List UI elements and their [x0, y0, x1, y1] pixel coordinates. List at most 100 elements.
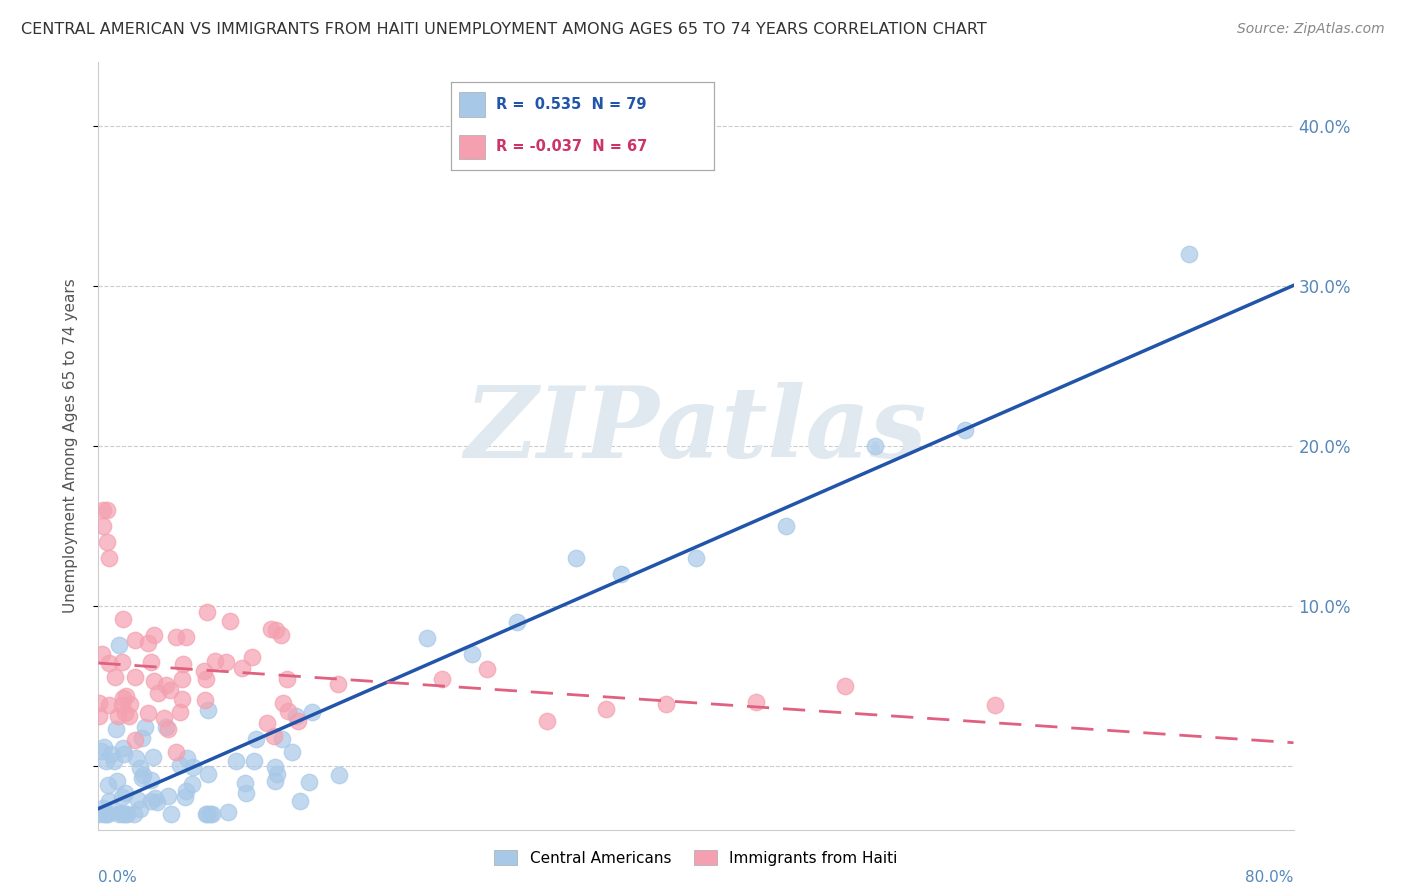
Point — [96, 755, 118, 769]
Point — [301, 705, 323, 719]
Point — [256, 715, 278, 730]
Point — [107, 708, 129, 723]
Point — [165, 745, 187, 759]
Point — [142, 749, 165, 764]
Point — [231, 660, 253, 674]
Point — [93, 806, 115, 821]
Point — [181, 777, 204, 791]
Point — [142, 674, 165, 689]
Point — [114, 786, 136, 800]
Point — [156, 789, 179, 804]
Point — [215, 655, 238, 669]
Point — [260, 622, 283, 636]
Point — [194, 692, 217, 706]
Point — [195, 806, 218, 821]
Point — [176, 751, 198, 765]
Point — [416, 631, 439, 645]
Point — [134, 721, 156, 735]
Point — [328, 768, 350, 782]
Point — [290, 794, 312, 808]
Point — [118, 708, 141, 723]
Point — [110, 805, 132, 820]
Point — [90, 744, 112, 758]
Point — [96, 534, 118, 549]
Point — [97, 806, 120, 821]
Point — [193, 664, 215, 678]
Point — [115, 689, 138, 703]
Point — [112, 611, 135, 625]
Point — [263, 760, 285, 774]
Point — [131, 731, 153, 745]
Legend: Central Americans, Immigrants from Haiti: Central Americans, Immigrants from Haiti — [488, 844, 904, 871]
Point — [115, 806, 138, 821]
Point — [197, 703, 219, 717]
Point — [953, 423, 976, 437]
Point — [194, 806, 217, 821]
Point — [326, 677, 349, 691]
Text: 80.0%: 80.0% — [1246, 870, 1294, 885]
Point — [146, 686, 169, 700]
Point — [87, 696, 110, 710]
Point — [103, 754, 125, 768]
Point — [111, 698, 134, 712]
Point — [97, 778, 120, 792]
Point — [170, 673, 193, 687]
Point — [146, 795, 169, 809]
Point — [235, 786, 257, 800]
Point — [136, 636, 159, 650]
Point — [276, 672, 298, 686]
Point — [111, 655, 134, 669]
Point — [169, 705, 191, 719]
Point — [1178, 247, 1201, 261]
Point — [217, 805, 239, 819]
Point — [655, 698, 678, 712]
Text: Source: ZipAtlas.com: Source: ZipAtlas.com — [1237, 22, 1385, 37]
Point — [281, 745, 304, 759]
Point — [219, 615, 242, 629]
Point — [157, 722, 180, 736]
Point — [155, 720, 177, 734]
Point — [287, 714, 309, 728]
Point — [506, 615, 529, 629]
Point — [120, 697, 142, 711]
Point — [142, 627, 165, 641]
Text: CENTRAL AMERICAN VS IMMIGRANTS FROM HAITI UNEMPLOYMENT AMONG AGES 65 TO 74 YEARS: CENTRAL AMERICAN VS IMMIGRANTS FROM HAIT… — [21, 22, 987, 37]
Point — [172, 692, 194, 706]
Point — [105, 774, 128, 789]
Point — [124, 733, 146, 747]
Point — [204, 654, 226, 668]
Point — [173, 789, 195, 804]
Point — [107, 806, 129, 821]
Point — [165, 631, 187, 645]
Point — [174, 630, 197, 644]
Point — [112, 691, 135, 706]
Point — [98, 794, 121, 808]
Point — [111, 740, 134, 755]
Point — [745, 695, 768, 709]
Point — [90, 647, 112, 661]
Point — [128, 802, 150, 816]
Point — [775, 519, 797, 533]
Point — [225, 754, 247, 768]
Point — [155, 678, 177, 692]
Point — [107, 638, 129, 652]
Point — [195, 605, 218, 619]
Point — [124, 670, 146, 684]
Point — [114, 806, 136, 821]
Point — [565, 550, 588, 565]
Point — [984, 698, 1007, 713]
Point — [122, 806, 145, 821]
Point — [271, 696, 294, 710]
Point — [174, 784, 197, 798]
Point — [266, 767, 288, 781]
Point — [610, 566, 633, 581]
Point — [91, 503, 114, 517]
Point — [200, 806, 222, 821]
Point — [114, 747, 136, 761]
Point — [197, 766, 219, 780]
Point — [97, 698, 120, 712]
Point — [124, 633, 146, 648]
Point — [104, 670, 127, 684]
Point — [141, 772, 163, 787]
Point — [89, 708, 111, 723]
